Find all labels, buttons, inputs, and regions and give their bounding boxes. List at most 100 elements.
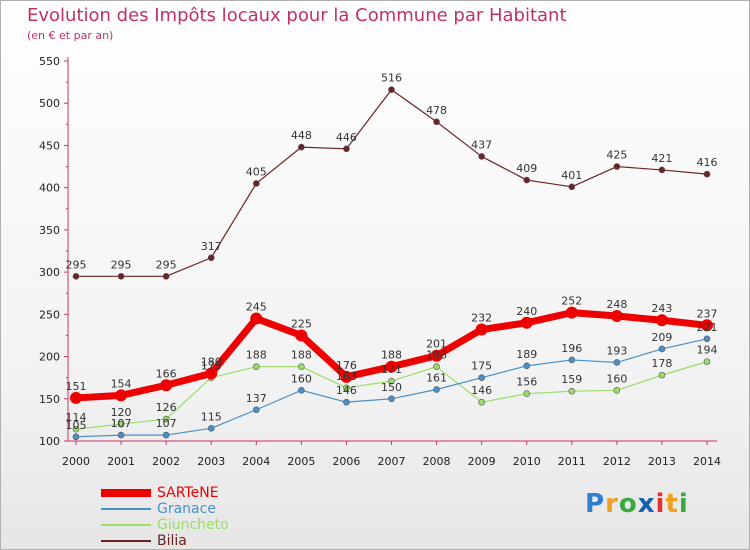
data-label: 252	[561, 295, 582, 308]
data-label: 188	[381, 349, 402, 362]
data-label: 295	[66, 258, 87, 271]
data-label: 448	[291, 129, 312, 142]
y-tick-label: 250	[39, 308, 60, 321]
data-label: 114	[66, 411, 87, 424]
data-point	[433, 363, 440, 370]
legend-swatch	[101, 489, 151, 497]
legend-item: SARTeNE	[101, 485, 301, 501]
data-point	[565, 306, 578, 319]
data-label: 196	[561, 342, 582, 355]
data-label: 425	[606, 149, 627, 162]
data-label: 175	[471, 360, 492, 373]
data-label: 178	[651, 357, 672, 370]
x-tick-label: 2006	[332, 455, 360, 468]
data-label: 295	[111, 258, 132, 271]
data-point	[703, 358, 711, 365]
x-tick-label: 2007	[378, 455, 406, 468]
data-label: 405	[246, 165, 267, 178]
data-point	[523, 176, 531, 184]
data-point	[388, 395, 395, 403]
legend-label: SARTeNE	[157, 485, 219, 501]
data-point	[613, 163, 621, 170]
data-label: 243	[651, 302, 672, 315]
data-point	[613, 359, 621, 366]
data-label: 175	[201, 360, 222, 373]
data-point	[117, 431, 125, 439]
data-label: 180	[201, 355, 222, 368]
data-point	[523, 362, 531, 370]
data-label: 171	[381, 363, 402, 376]
legend-item: Bilia	[101, 533, 301, 549]
data-label: 248	[606, 298, 627, 311]
data-label: 156	[516, 376, 537, 389]
data-point	[207, 254, 215, 262]
x-tick-label: 2004	[242, 455, 270, 468]
data-label: 240	[516, 305, 537, 318]
data-label: 166	[156, 367, 177, 380]
x-tick-label: 2008	[423, 455, 451, 468]
x-tick-label: 2001	[107, 455, 135, 468]
data-point	[162, 415, 170, 423]
data-point	[658, 166, 666, 174]
data-label: 516	[381, 72, 402, 85]
data-label: 193	[606, 344, 627, 357]
data-point	[70, 391, 82, 404]
data-label: 146	[336, 384, 357, 397]
data-point	[385, 360, 398, 373]
data-point	[701, 319, 713, 332]
data-label: 115	[201, 410, 222, 423]
data-label: 107	[156, 417, 177, 430]
data-point	[475, 323, 488, 336]
data-label: 120	[111, 406, 132, 419]
data-label: 160	[291, 372, 312, 385]
data-point	[298, 143, 305, 151]
y-tick-label: 300	[39, 266, 60, 279]
x-tick-label: 2011	[558, 455, 586, 468]
proxiti-logo: Proxiti	[585, 489, 689, 519]
data-point	[568, 387, 576, 395]
data-label: 317	[201, 240, 222, 253]
legend-swatch	[101, 508, 151, 510]
data-label: 188	[291, 349, 312, 362]
data-point	[568, 183, 576, 191]
y-tick-label: 450	[39, 139, 60, 152]
x-tick-label: 2013	[648, 455, 676, 468]
data-label: 401	[561, 169, 582, 182]
data-label: 146	[471, 384, 492, 397]
y-tick-label: 500	[39, 97, 60, 110]
data-label: 194	[697, 344, 718, 357]
x-tick-label: 2005	[287, 455, 315, 468]
data-point	[655, 314, 668, 327]
data-point	[117, 273, 125, 280]
data-point	[703, 170, 711, 178]
data-point	[658, 371, 666, 379]
data-point	[340, 370, 353, 383]
data-label: 107	[111, 417, 132, 430]
data-point	[252, 180, 260, 187]
data-label: 245	[246, 301, 267, 314]
x-tick-label: 2000	[62, 455, 90, 468]
data-point	[343, 145, 350, 153]
data-point	[160, 379, 173, 392]
data-point	[252, 406, 260, 414]
data-point	[478, 398, 485, 406]
legend: SARTeNE Granace Giuncheto Bilia	[101, 485, 301, 549]
legend-item: Giuncheto	[101, 517, 301, 533]
legend-item: Granace	[101, 501, 301, 517]
data-point	[343, 398, 350, 406]
data-point	[295, 329, 308, 342]
data-label: 421	[651, 152, 672, 165]
data-label: 176	[336, 359, 357, 372]
data-point	[433, 118, 440, 126]
data-label: 154	[111, 377, 132, 390]
data-label: 237	[697, 307, 718, 320]
data-point	[343, 384, 350, 392]
data-point	[207, 425, 215, 432]
data-label: 446	[336, 131, 357, 144]
data-point	[523, 390, 531, 398]
data-point	[658, 345, 666, 353]
chart-title: Evolution des Impôts locaux pour la Comm…	[27, 5, 567, 26]
data-label: 188	[246, 349, 267, 362]
data-label: 189	[516, 348, 537, 361]
